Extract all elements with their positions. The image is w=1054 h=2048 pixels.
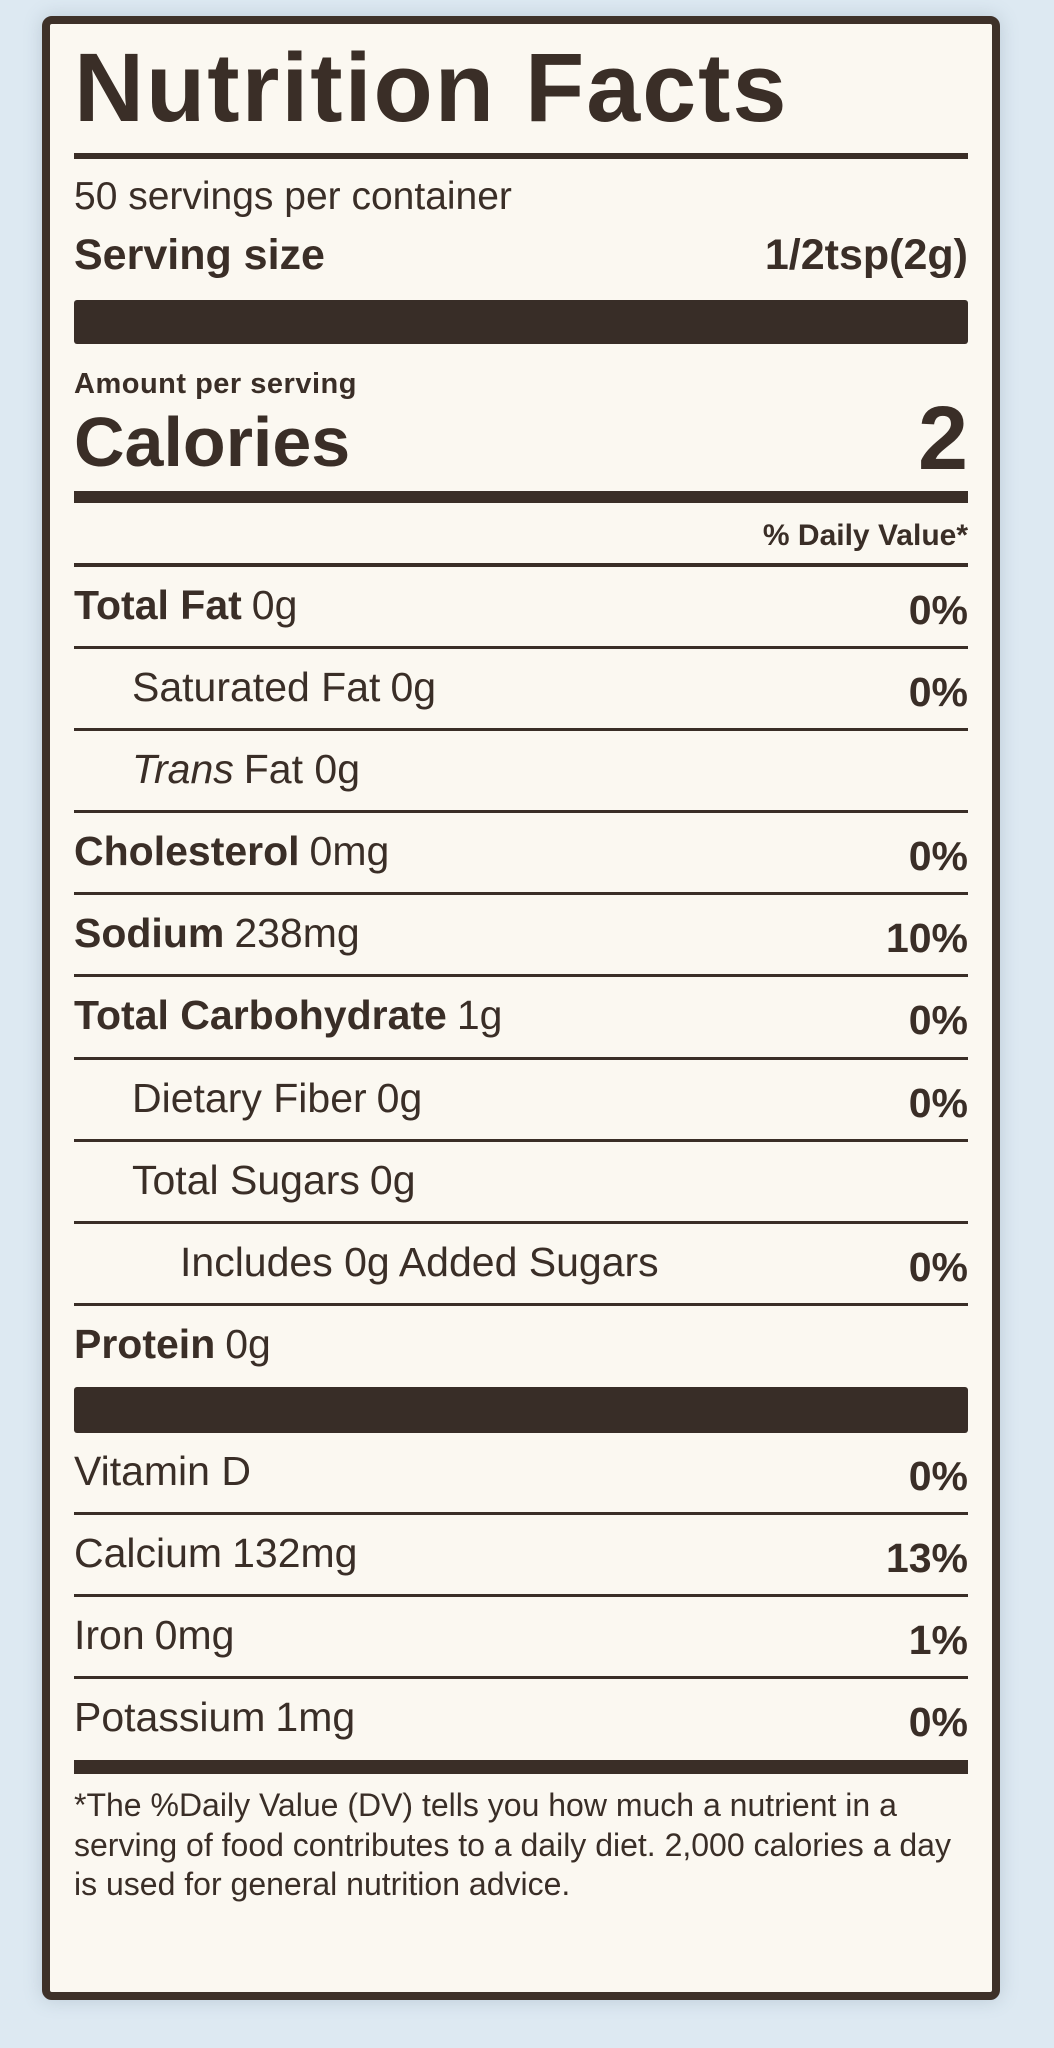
- nutrient-dv: 0%: [908, 997, 968, 1044]
- daily-value-footnote: *The %Daily Value (DV) tells you how muc…: [74, 1759, 968, 1905]
- micronutrient-row-calcium: Calcium 132mg 13%: [74, 1515, 968, 1597]
- nutrient-row-trans-fat: Trans Fat 0g: [74, 731, 968, 814]
- nutrient-dv: 10%: [885, 915, 968, 962]
- nutrient-dv: 0%: [908, 1452, 968, 1499]
- nutrient-dv: 0%: [908, 1079, 968, 1126]
- nutrient-dv: 1%: [908, 1616, 968, 1663]
- nutrient-row-added-sugars: Includes 0g Added Sugars 0%: [74, 1224, 968, 1306]
- nutrient-row-dietary-fiber: Dietary Fiber 0g 0%: [74, 1060, 968, 1142]
- micronutrient-row-vitamin-d: Vitamin D 0%: [74, 1433, 968, 1515]
- nutrient-name: Iron 0mg: [74, 1611, 235, 1658]
- nutrient-name: Total Sugars 0g: [132, 1156, 416, 1203]
- calories-label: Calories: [74, 403, 351, 482]
- serving-size-label: Serving size: [74, 230, 325, 279]
- section-divider-bar: [74, 1386, 968, 1433]
- nutrient-name: Total Fat 0g: [74, 582, 298, 629]
- calories-value: 2: [917, 388, 968, 489]
- nutrient-dv: 0%: [908, 1698, 968, 1745]
- nutrient-row-saturated-fat: Saturated Fat 0g 0%: [74, 649, 968, 732]
- micronutrient-row-iron: Iron 0mg 1%: [74, 1597, 968, 1679]
- nutrient-dv: 0%: [908, 1243, 968, 1290]
- amount-per-serving-label: Amount per serving: [74, 367, 357, 400]
- nutrition-facts-label: Nutrition Facts 50 servings per containe…: [42, 16, 1000, 2000]
- nutrient-row-total-carbohydrate: Total Carbohydrate 1g 0%: [74, 977, 968, 1060]
- nutrient-name: Dietary Fiber 0g: [132, 1074, 423, 1121]
- nutrient-row-total-sugars: Total Sugars 0g: [74, 1142, 968, 1224]
- nutrient-dv: 0%: [908, 833, 968, 880]
- nutrient-name: Sodium 238mg: [74, 910, 360, 957]
- serving-size-row: Serving size 1/2tsp(2g): [74, 221, 968, 296]
- nutrient-row-total-fat: Total Fat 0g 0%: [74, 567, 968, 650]
- nutrient-name: Includes 0g Added Sugars: [180, 1238, 659, 1285]
- nutrient-name: Cholesterol 0mg: [74, 828, 390, 875]
- nutrient-name: Vitamin D: [74, 1447, 251, 1494]
- nutrient-name: Trans Fat 0g: [132, 746, 360, 793]
- daily-value-header: % Daily Value*: [74, 503, 968, 568]
- nutrient-name: Total Carbohydrate 1g: [74, 992, 503, 1039]
- calories-row: Calories 2: [74, 388, 968, 504]
- nutrient-dv: 13%: [885, 1534, 968, 1581]
- nutrient-name: Potassium 1mg: [74, 1693, 356, 1740]
- servings-per-container: 50 servings per container: [74, 174, 512, 218]
- nutrient-name: Protein 0g: [74, 1320, 271, 1367]
- label-title: Nutrition Facts: [74, 35, 968, 159]
- nutrient-row-cholesterol: Cholesterol 0mg 0%: [74, 813, 968, 896]
- serving-size-value: 1/2tsp(2g): [764, 230, 968, 279]
- nutrient-row-protein: Protein 0g: [74, 1306, 968, 1385]
- section-divider-bar: [74, 299, 968, 344]
- micronutrient-row-potassium: Potassium 1mg 0%: [74, 1679, 968, 1758]
- nutrient-row-sodium: Sodium 238mg 10%: [74, 895, 968, 978]
- nutrient-dv: 0%: [908, 669, 968, 716]
- nutrient-name: Calcium 132mg: [74, 1529, 358, 1576]
- nutrient-name: Saturated Fat 0g: [132, 664, 437, 711]
- nutrient-dv: 0%: [908, 587, 968, 634]
